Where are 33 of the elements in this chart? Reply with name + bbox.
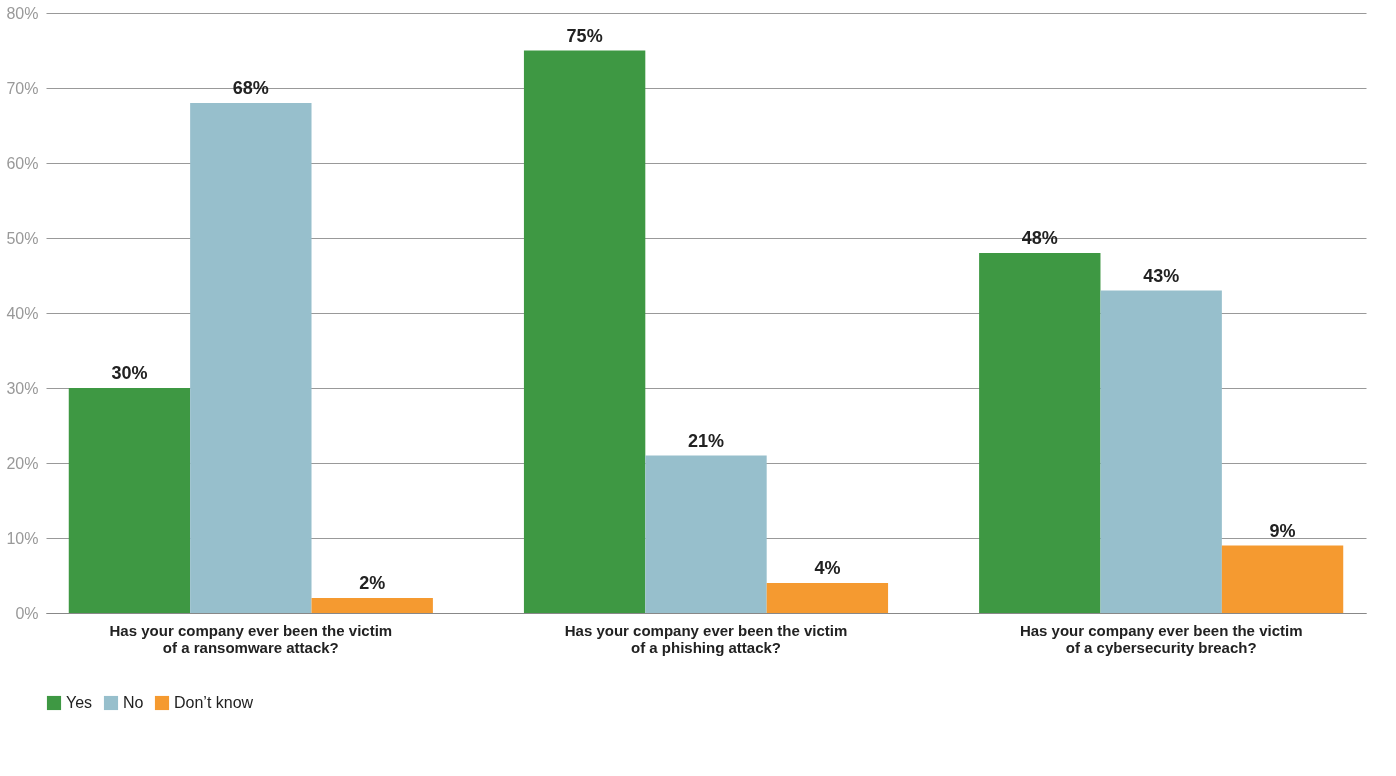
data-label: 21%: [687, 430, 725, 451]
y-tick-label: 70%: [6, 79, 39, 97]
data-label: 48%: [1021, 228, 1058, 248]
data-label: 2%: [359, 573, 386, 593]
x-tick-label: Has your company ever been the victim of a ransomware attack?: [109, 621, 393, 656]
y-tick-label: 20%: [6, 454, 39, 472]
data-label: 9%: [1269, 520, 1296, 541]
legend-label: Don’t know: [174, 694, 254, 711]
y-tick-label: 40%: [6, 304, 39, 322]
data-label: 68%: [232, 78, 269, 98]
bar: [190, 103, 312, 613]
bar: [68, 388, 191, 613]
y-tick-label: 30%: [6, 379, 39, 397]
bar: [766, 583, 889, 613]
y-tick-label: 80%: [6, 4, 39, 22]
x-tick-label: Has your company ever been the victim of a cybersecurity breach?: [1019, 621, 1303, 656]
data-label: 43%: [1143, 265, 1180, 286]
y-tick-label: 50%: [6, 229, 39, 247]
legend-label: Yes: [66, 694, 93, 711]
legend-label: No: [123, 694, 144, 711]
y-tick-label: 0%: [15, 604, 39, 622]
y-tick-label: 60%: [6, 154, 39, 172]
bar: [523, 50, 646, 613]
x-tick-label: Has your company ever been the victim of a phishing attack?: [564, 621, 848, 656]
y-tick-label: 10%: [6, 529, 39, 547]
bar: [979, 253, 1101, 613]
data-label: 30%: [111, 363, 148, 383]
bar: [1100, 290, 1222, 613]
bar: [1221, 545, 1344, 613]
data-label: 4%: [814, 558, 841, 578]
data-label: 75%: [566, 25, 603, 46]
bar: [645, 455, 767, 613]
bar: [311, 598, 433, 613]
